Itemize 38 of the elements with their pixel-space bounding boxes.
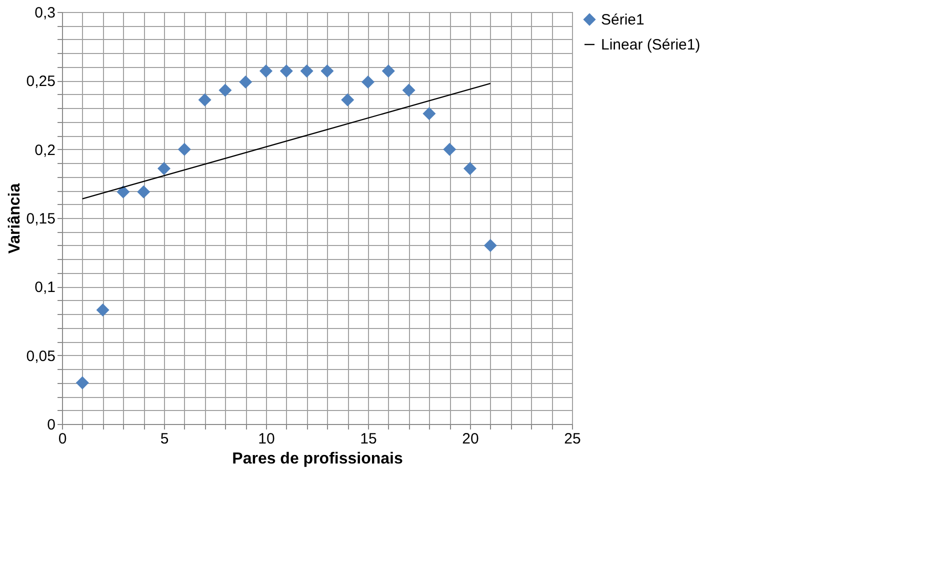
- point: [463, 162, 477, 176]
- x-axis-title: Pares de profissionais: [232, 450, 403, 468]
- point: [382, 64, 395, 78]
- y-tick-label: 0,05: [26, 348, 56, 365]
- point: [484, 238, 497, 252]
- x-tick-label: 10: [258, 430, 275, 448]
- point: [76, 376, 89, 390]
- point: [178, 142, 191, 156]
- y-tick-label: 0,3: [34, 4, 56, 22]
- point: [361, 76, 375, 89]
- x-tick-label: 5: [160, 430, 169, 448]
- point: [96, 303, 110, 317]
- x-tick-label: 25: [564, 430, 581, 448]
- point: [422, 107, 436, 120]
- legend-label: Linear (Série1): [601, 36, 700, 54]
- y-tick-label: 0,25: [26, 73, 56, 90]
- point: [280, 64, 293, 78]
- point: [218, 84, 232, 97]
- point: [259, 64, 273, 78]
- point: [320, 64, 334, 78]
- x-tick-label: 15: [360, 430, 377, 448]
- point: [116, 185, 130, 198]
- y-tick-label: 0,2: [34, 142, 56, 159]
- point: [341, 93, 354, 106]
- y-tick-label: 0,15: [26, 210, 56, 228]
- point: [137, 185, 150, 198]
- point: [239, 76, 252, 89]
- point: [198, 93, 212, 106]
- point: [157, 162, 171, 176]
- legend-label: Série1: [601, 12, 644, 28]
- x-tick-label: 0: [58, 430, 67, 448]
- x-tick-label: 20: [462, 430, 479, 448]
- point: [443, 142, 456, 156]
- y-tick-label: 0: [47, 416, 56, 434]
- point: [300, 64, 314, 78]
- point: [402, 84, 416, 97]
- y-tick-label: 0,1: [34, 279, 56, 296]
- y-axis-title: Variância: [6, 183, 24, 254]
